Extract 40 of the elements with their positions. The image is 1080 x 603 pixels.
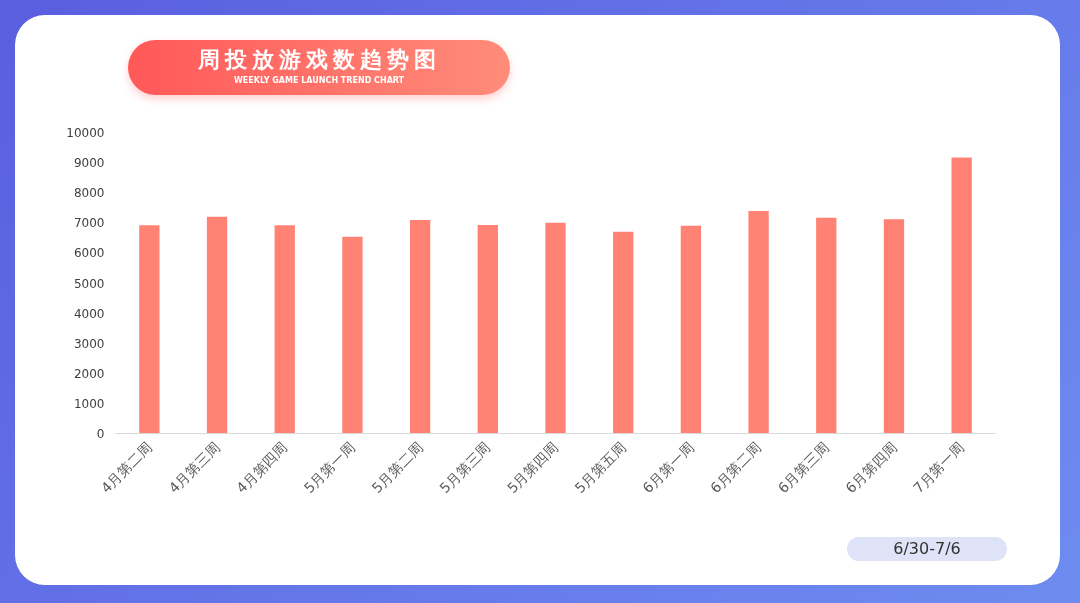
y-tick-label: 9000: [73, 156, 105, 171]
bar: [951, 157, 972, 434]
x-tick-label: 6月第三周: [774, 438, 832, 497]
x-tick-label: 5月第一周: [300, 438, 359, 497]
x-tick-label: 6月第四周: [842, 438, 900, 497]
x-tick-label: 5月第四周: [503, 438, 562, 497]
bar: [545, 222, 566, 434]
x-tick-label: 4月第四周: [233, 438, 291, 497]
x-tick-label: 4月第三周: [165, 438, 223, 497]
bar: [342, 236, 363, 434]
bar: [477, 224, 498, 434]
x-tick-label: 5月第五周: [571, 438, 629, 497]
bar: [613, 231, 634, 434]
text: 6/30-7/6: [847, 537, 1007, 561]
x-tick-label: 4月第二周: [97, 438, 156, 497]
y-tick-label: 10000: [66, 126, 105, 140]
y-tick-label: 0: [96, 427, 105, 441]
chart-subtitle: WEEKLY GAME LAUNCH TREND CHART: [232, 75, 406, 87]
y-tick-label: 4000: [73, 306, 105, 321]
bar: [748, 211, 769, 434]
y-tick-label: 1000: [73, 396, 105, 411]
x-tick-label: 5月第二周: [368, 438, 426, 497]
bar: [139, 225, 160, 434]
x-tick-label: 7月第一周: [910, 438, 968, 497]
x-tick-label: 5月第三周: [436, 438, 494, 497]
y-tick-label: 5000: [73, 276, 105, 291]
y-tick-label: 8000: [73, 186, 105, 201]
chart-title: 周投放游戏数趋势图: [196, 46, 442, 74]
bar: [274, 225, 295, 434]
x-tick-label: 6月第一周: [639, 438, 697, 497]
bar: [680, 225, 702, 434]
bar: [883, 219, 905, 434]
y-tick-label: 3000: [73, 336, 105, 351]
y-tick-label: 7000: [73, 216, 105, 231]
bar: [206, 216, 228, 434]
y-tick-label: 6000: [73, 246, 105, 261]
bar: [409, 220, 431, 434]
x-tick-label: 6月第二周: [707, 438, 765, 497]
bar: [816, 217, 837, 434]
y-tick-label: 2000: [73, 366, 105, 381]
